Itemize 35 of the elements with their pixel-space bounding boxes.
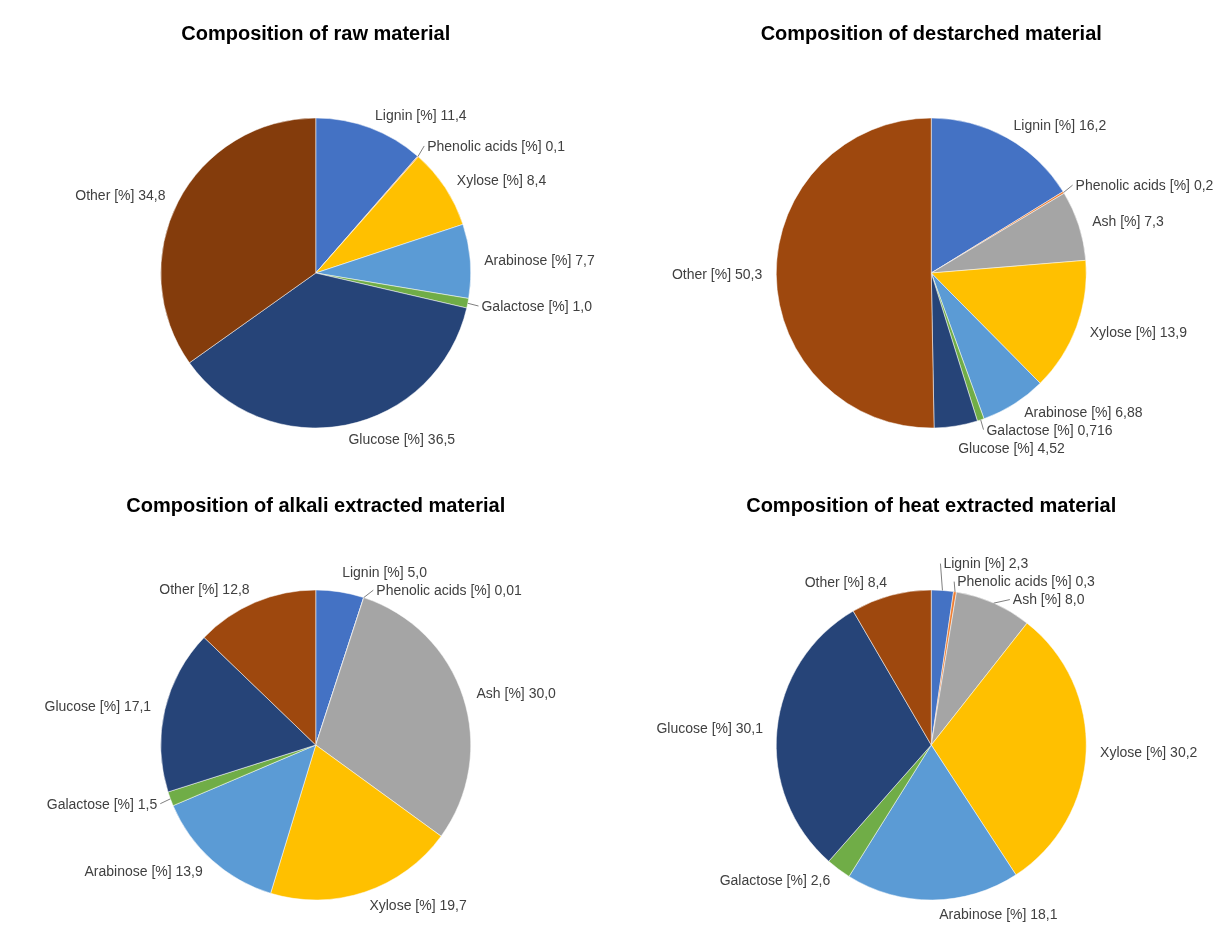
slice-label: Galactose [%] 1,5: [46, 795, 158, 812]
slice-label: Other [%] 34,8: [75, 187, 166, 204]
slice-label: Glucose [%] 36,5: [348, 430, 456, 447]
slice-label: Ash [%] 30,0: [476, 684, 557, 701]
slice-label: Arabinose [%] 6,88: [1024, 403, 1143, 420]
slice-label: Lignin [%] 16,2: [1013, 117, 1107, 134]
slice-label: Glucose [%] 17,1: [44, 698, 152, 715]
slice-label: Lignin [%] 2,3: [943, 555, 1029, 572]
slice-label: Phenolic acids [%] 0,2: [1075, 177, 1214, 194]
slice-label: Lignin [%] 5,0: [342, 564, 428, 581]
slice-label: Galactose [%] 0,716: [986, 421, 1113, 438]
slice-label: Phenolic acids [%] 0,1: [427, 137, 566, 154]
slice-label: Ash [%] 7,3: [1092, 213, 1164, 230]
slice-label: Arabinose [%] 18,1: [939, 905, 1058, 922]
slice-label: Galactose [%] 2,6: [719, 872, 831, 889]
slice-label: Xylose [%] 30,2: [1100, 744, 1198, 761]
slice-label: Phenolic acids [%] 0,01: [376, 582, 523, 599]
slice-label: Glucose [%] 30,1: [656, 720, 764, 737]
chart-title: Composition of destarched material: [760, 22, 1102, 44]
slice-label: Ash [%] 8,0: [1012, 591, 1085, 608]
slice-label: Arabinose [%] 7,7: [484, 251, 595, 268]
slice-label: Galactose [%] 1,0: [481, 297, 593, 314]
slice-label: Other [%] 12,8: [159, 581, 250, 598]
slice-label: Arabinose [%] 13,9: [84, 862, 203, 879]
chart-title: Composition of raw material: [181, 22, 451, 44]
slice-label: Glucose [%] 4,52: [958, 439, 1066, 456]
slice-label: Other [%] 50,3: [671, 266, 763, 283]
slice-label: Xylose [%] 19,7: [369, 897, 467, 914]
slice-label: Other [%] 8,4: [804, 573, 888, 590]
slice-label: Phenolic acids [%] 0,3: [957, 573, 1096, 590]
slice-label: Lignin [%] 11,4: [375, 106, 467, 123]
chart-title: Composition of heat extracted material: [746, 494, 1117, 516]
slice-label: Xylose [%] 13,9: [1089, 323, 1188, 340]
slice-label: Xylose [%] 8,4: [456, 171, 547, 188]
chart-title: Composition of alkali extracted material: [126, 494, 506, 516]
